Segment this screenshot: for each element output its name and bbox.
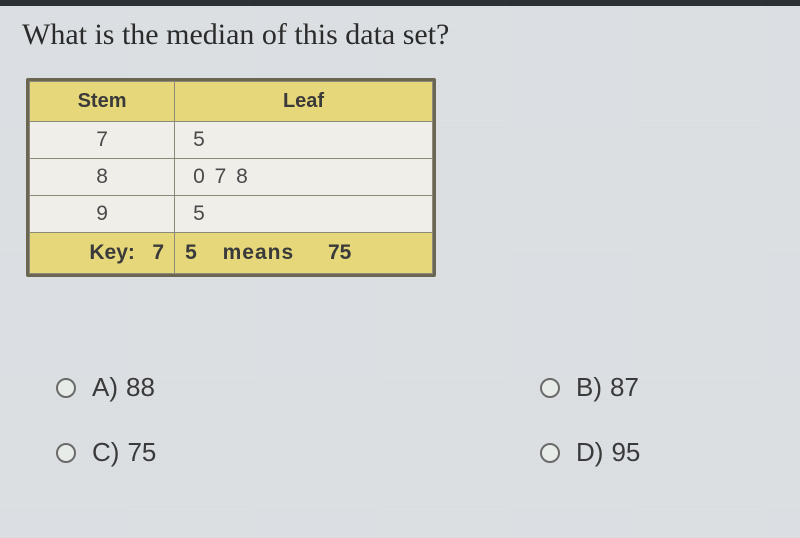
radio-icon	[56, 443, 76, 463]
leaf-cell: 0 7 8	[175, 159, 433, 196]
answer-choices: A) 88 B) 87 C) 75 D) 95	[0, 372, 800, 502]
choice-letter: B)	[576, 372, 602, 403]
key-stem-example: 7	[152, 241, 164, 264]
stem-cell: 8	[30, 159, 175, 196]
choice-value: 95	[611, 437, 640, 468]
leaf-cell: 5	[175, 122, 433, 159]
window-top-bar	[0, 0, 800, 6]
header-stem: Stem	[30, 82, 175, 122]
key-means-word: means	[223, 241, 295, 264]
key-value: 75	[328, 241, 351, 264]
choice-d[interactable]: D) 95	[540, 437, 760, 468]
stem-cell: 7	[30, 122, 175, 159]
stem-leaf-table: Stem Leaf 7 5 8 0 7 8 9 5 Key: 7 5 means…	[26, 78, 436, 277]
choice-value: 75	[127, 437, 156, 468]
key-right: 5 means 75	[175, 233, 433, 274]
choice-value: 88	[126, 372, 155, 403]
radio-icon	[540, 443, 560, 463]
choice-letter: A)	[92, 372, 118, 403]
table-header-row: Stem Leaf	[30, 82, 433, 122]
table-row: 8 0 7 8	[30, 159, 433, 196]
choice-b[interactable]: B) 87	[540, 372, 760, 403]
stem-cell: 9	[30, 196, 175, 233]
key-left: Key: 7	[30, 233, 175, 274]
table-row: 7 5	[30, 122, 433, 159]
table-key-row: Key: 7 5 means 75	[30, 233, 433, 274]
question-text: What is the median of this data set?	[22, 18, 449, 52]
radio-icon	[56, 378, 76, 398]
leaf-cell: 5	[175, 196, 433, 233]
radio-icon	[540, 378, 560, 398]
choice-a[interactable]: A) 88	[56, 372, 276, 403]
choice-value: 87	[610, 372, 639, 403]
key-leaf-example: 5	[185, 241, 197, 264]
choice-c[interactable]: C) 75	[56, 437, 276, 468]
key-label: Key:	[89, 241, 135, 264]
choice-letter: C)	[92, 437, 119, 468]
choice-letter: D)	[576, 437, 603, 468]
header-leaf: Leaf	[175, 82, 433, 122]
table-row: 9 5	[30, 196, 433, 233]
